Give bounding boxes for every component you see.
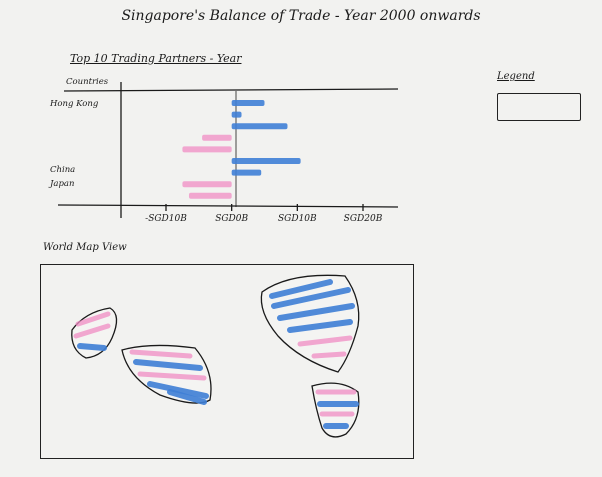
world-map-frame [40, 264, 414, 459]
bar [182, 181, 232, 188]
row-label-china: China [50, 165, 75, 175]
map-title: World Map View [43, 242, 127, 253]
x-tick-label: -SGD10B [145, 214, 187, 224]
bar-group [182, 100, 301, 199]
legend-title: Legend [497, 71, 535, 82]
bar-chart: Countries Hong Kong China Japan -SGD10B S… [48, 77, 399, 224]
bar [202, 134, 232, 141]
x-tick-group: -SGD10B SGD0B SGD10B SGD20B [145, 204, 383, 224]
row-label-hong-kong: Hong Kong [49, 99, 99, 109]
bar [231, 169, 262, 176]
x-tick-label: SGD20B [344, 214, 383, 224]
chart-top-rule [63, 88, 399, 92]
page-title: Singapore's Balance of Trade - Year 2000… [121, 8, 481, 24]
bar [231, 123, 288, 130]
bar [188, 192, 232, 199]
x-axis [57, 204, 399, 208]
chart-subtitle: Top 10 Trading Partners - Year [70, 52, 242, 65]
legend-box [497, 93, 581, 121]
bar [182, 146, 232, 153]
x-tick-label: SGD10B [278, 214, 317, 224]
bar [231, 111, 242, 118]
y-axis-label: Countries [66, 77, 109, 87]
bar [231, 158, 301, 164]
bar [231, 100, 265, 106]
row-label-japan: Japan [48, 179, 74, 189]
x-tick-label: SGD0B [215, 214, 248, 224]
